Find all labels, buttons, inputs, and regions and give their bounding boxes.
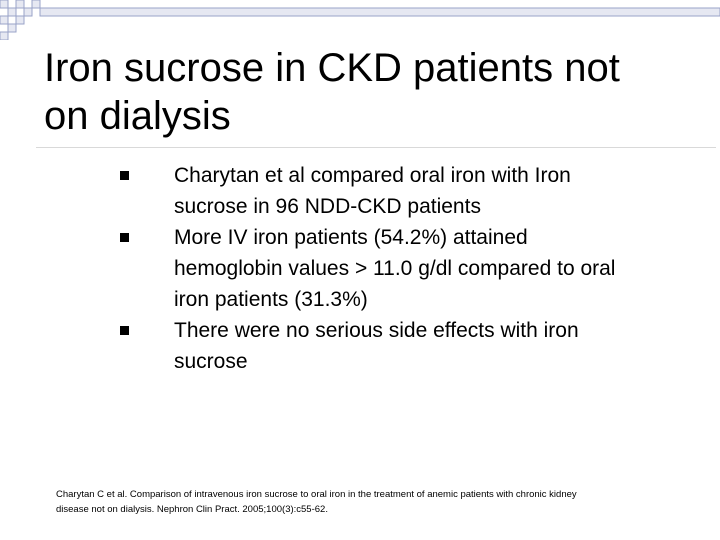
bullet-text-line: Charytan et al compared oral iron with I… — [174, 164, 571, 187]
slide-title-line: on dialysis — [44, 94, 231, 138]
bullet-item: Charytan et al compared oral iron with I… — [120, 160, 700, 222]
bullet-item: More IV iron patients (54.2%) attained h… — [120, 222, 700, 315]
bullet-text-line: More IV iron patients (54.2%) attained — [174, 226, 528, 249]
bullet-text-line: There were no serious side effects with … — [174, 319, 579, 342]
title-divider — [36, 147, 716, 148]
bullet-text-line: hemoglobin values > 11.0 g/dl compared t… — [174, 257, 616, 280]
square-bullet-icon — [120, 171, 129, 180]
bullet-item: There were no serious side effects with … — [120, 315, 700, 377]
slide-title-line: Iron sucrose in CKD patients not — [44, 46, 620, 90]
bullet-text-line: iron patients (31.3%) — [174, 288, 368, 311]
citation-line: disease not on dialysis. Nephron Clin Pr… — [56, 504, 328, 515]
bullet-text-line: sucrose in 96 NDD-CKD patients — [174, 195, 481, 218]
slide-title: Iron sucrose in CKD patients not on dial… — [44, 44, 704, 140]
square-bullet-icon — [120, 326, 129, 335]
bullet-list: Charytan et al compared oral iron with I… — [120, 160, 700, 377]
square-bullet-icon — [120, 233, 129, 242]
corner-square-pattern — [0, 0, 720, 40]
citation-footnote: Charytan C et al. Comparison of intraven… — [56, 487, 696, 517]
bullet-text-line: sucrose — [174, 350, 248, 373]
citation-line: Charytan C et al. Comparison of intraven… — [56, 489, 577, 500]
